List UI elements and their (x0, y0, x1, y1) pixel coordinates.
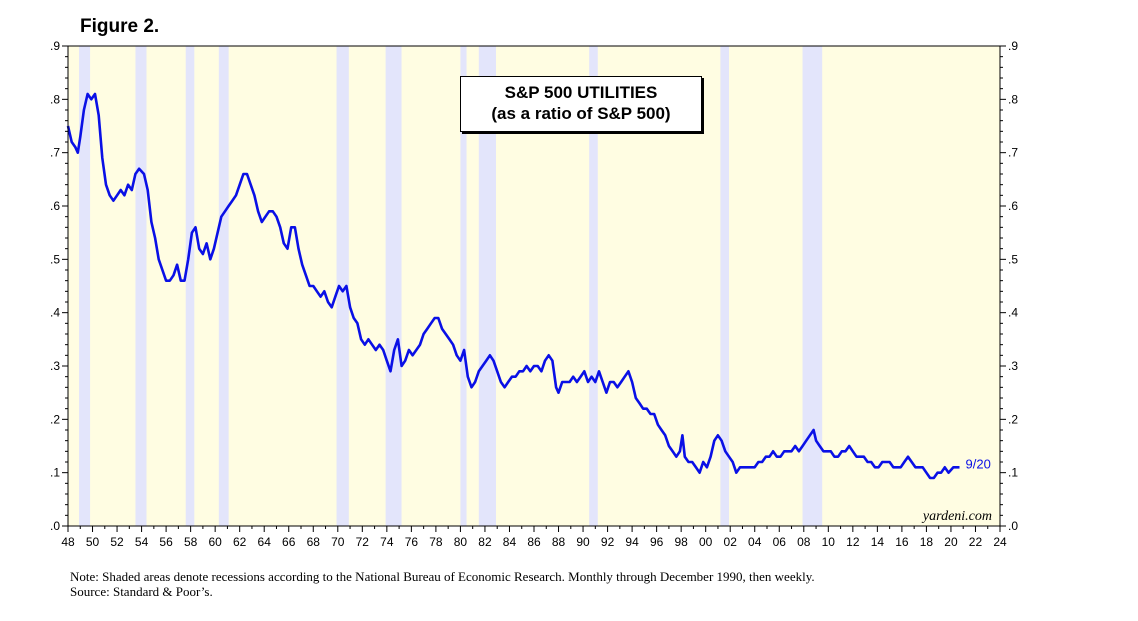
y-tick-label-right: .9 (1008, 39, 1018, 53)
x-tick-label: 58 (184, 535, 198, 549)
x-tick-label: 04 (748, 535, 762, 549)
recession-shading (79, 46, 823, 526)
chart-note: Note: Shaded areas denote recessions acc… (70, 569, 815, 584)
y-tick-label-left: .7 (50, 146, 60, 160)
x-tick-label: 16 (895, 535, 909, 549)
x-tick-label: 48 (61, 535, 75, 549)
y-tick-label-left: .6 (50, 199, 60, 213)
chart: .0 .0 .1 .1 .2 .2 .3 .3 .4 .4 .5 .5 .6 .6 .7 .7 .8 .8 .9 .9… (50, 39, 1018, 549)
recession-band (802, 46, 823, 526)
y-axis-ticks: .0 .0 .1 .1 .2 .2 .3 .3 .4 .4 .5 .5 .6 .6 .7 .7 .8 .8 .9 .9 (50, 39, 1018, 533)
y-tick-label-right: .2 (1008, 412, 1018, 426)
x-tick-label: 80 (454, 535, 468, 549)
x-tick-label: 84 (503, 535, 517, 549)
x-tick-label: 86 (527, 535, 541, 549)
recession-band (135, 46, 147, 526)
watermark-yardeni: yardeni.com (921, 509, 992, 524)
x-tick-label: 66 (282, 535, 296, 549)
y-tick-label-right: .8 (1008, 92, 1018, 106)
x-tick-label: 06 (773, 535, 787, 549)
y-tick-label-left: .5 (50, 252, 60, 266)
x-tick-label: 72 (356, 535, 370, 549)
recession-band (589, 46, 598, 526)
x-tick-label: 90 (576, 535, 590, 549)
x-tick-label: 22 (969, 535, 983, 549)
x-tick-label: 10 (822, 535, 836, 549)
y-tick-label-right: .6 (1008, 199, 1018, 213)
x-tick-label: 74 (380, 535, 394, 549)
recession-band (185, 46, 195, 526)
y-tick-label-right: .3 (1008, 359, 1018, 373)
x-tick-label: 00 (699, 535, 713, 549)
y-tick-label-left: .3 (50, 359, 60, 373)
x-tick-label: 24 (993, 535, 1007, 549)
chart-title-box: S&P 500 UTILITIES (as a ratio of S&P 500… (460, 76, 702, 132)
y-tick-label-right: .0 (1008, 519, 1018, 533)
x-tick-label: 64 (258, 535, 272, 549)
recession-band (336, 46, 349, 526)
recession-band (385, 46, 402, 526)
x-tick-label: 98 (674, 535, 688, 549)
y-tick-label-right: .1 (1008, 466, 1018, 480)
series-line-utilities-ratio (66, 92, 960, 480)
y-tick-label-left: .2 (50, 412, 60, 426)
y-tick-label-right: .4 (1008, 306, 1018, 320)
y-tick-label-left: .1 (50, 466, 60, 480)
x-tick-label: 54 (135, 535, 149, 549)
x-tick-label: 52 (110, 535, 124, 549)
x-tick-label: 12 (846, 535, 860, 549)
y-tick-label-left: .4 (50, 306, 60, 320)
x-tick-label: 96 (650, 535, 664, 549)
chart-source: Source: Standard & Poor’s. (70, 584, 213, 599)
end-date-label: 9/20 (966, 456, 991, 471)
y-tick-label-left: .8 (50, 92, 60, 106)
x-tick-label: 68 (307, 535, 321, 549)
figure-label: Figure 2. (80, 16, 160, 37)
x-tick-label: 82 (478, 535, 492, 549)
x-tick-label: 50 (86, 535, 100, 549)
x-tick-label: 02 (724, 535, 738, 549)
recession-band (478, 46, 496, 526)
chart-title-line2: (as a ratio of S&P 500) (491, 104, 671, 123)
x-tick-label: 94 (625, 535, 639, 549)
recession-band (79, 46, 91, 526)
y-tick-label-left: .0 (50, 519, 60, 533)
x-tick-label: 62 (233, 535, 247, 549)
x-tick-label: 08 (797, 535, 811, 549)
x-tick-label: 76 (405, 535, 419, 549)
x-tick-label: 20 (944, 535, 958, 549)
y-tick-label-right: .7 (1008, 146, 1018, 160)
recession-band (720, 46, 729, 526)
y-tick-label-right: .5 (1008, 252, 1018, 266)
chart-title-line1: S&P 500 UTILITIES (504, 83, 658, 102)
x-tick-label: 60 (208, 535, 222, 549)
x-tick-label: 14 (871, 535, 885, 549)
x-tick-label: 56 (159, 535, 173, 549)
x-tick-label: 70 (331, 535, 345, 549)
recession-band (460, 46, 467, 526)
x-tick-label: 78 (429, 535, 443, 549)
x-tick-label: 92 (601, 535, 615, 549)
x-tick-label: 18 (920, 535, 934, 549)
y-tick-label-left: .9 (50, 39, 60, 53)
plot-frame (67, 45, 1001, 527)
recession-band (218, 46, 229, 526)
x-tick-label: 88 (552, 535, 566, 549)
x-axis-ticks: 48 50 52 54 56 58 60 62 64 66 68 70 72 74 76 78 80 82 84 86… (61, 526, 1007, 549)
